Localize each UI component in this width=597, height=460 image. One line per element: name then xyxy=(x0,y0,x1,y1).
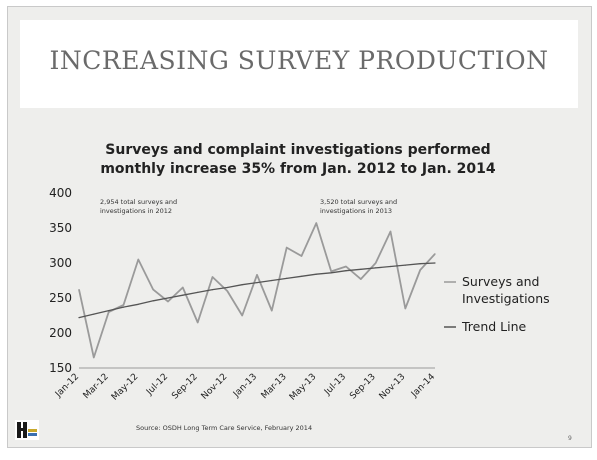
data-point xyxy=(197,291,199,293)
data-point xyxy=(389,230,392,233)
y-tick-label: 350 xyxy=(49,221,72,235)
data-point xyxy=(360,268,362,270)
data-point xyxy=(211,289,214,291)
data-point xyxy=(241,314,243,317)
x-tick-label: May-12 xyxy=(110,372,141,403)
data-point xyxy=(330,272,332,274)
data-point xyxy=(137,303,139,305)
chart: Surveys and complaint investigations per… xyxy=(49,142,550,403)
title-band: INCREASING SURVEY PRODUCTION xyxy=(20,20,578,108)
series-line-trend xyxy=(78,262,436,319)
data-point xyxy=(182,286,184,289)
y-tick-label: 400 xyxy=(49,186,72,200)
data-point xyxy=(315,222,317,224)
data-point xyxy=(152,289,154,291)
data-point xyxy=(122,304,125,306)
data-point xyxy=(330,270,332,272)
data-point xyxy=(286,247,288,249)
series-line-surveys xyxy=(78,222,436,359)
legend-label: Investigations xyxy=(462,291,550,306)
data-point xyxy=(404,264,406,266)
y-tick-label: 150 xyxy=(49,361,72,375)
data-point xyxy=(211,276,214,278)
series-layer xyxy=(78,222,436,359)
x-tick-label: Nov-13 xyxy=(378,372,408,402)
chart-title-line: monthly increase 35% from Jan. 2012 to J… xyxy=(100,161,496,177)
x-axis: Jan-12 Mar-12 May-12 Jul-12 Sep-12 Nov-12 Jan-… xyxy=(53,367,437,403)
chart-title-line: Surveys and complaint investigations per… xyxy=(105,142,490,158)
data-point xyxy=(256,274,258,276)
y-axis: 150 200 250 300 350 400 xyxy=(49,186,72,375)
data-point xyxy=(108,311,110,313)
annotation-text: investigations in 2013 xyxy=(320,207,392,215)
data-point xyxy=(271,279,273,282)
legend-label: Surveys and xyxy=(462,274,539,289)
x-tick-label: Jul-13 xyxy=(322,372,348,398)
slide: INCREASING SURVEY PRODUCTION Surveys and… xyxy=(7,6,592,448)
x-tick-label: Jan-13 xyxy=(231,372,259,400)
y-tick-label: 250 xyxy=(49,291,72,305)
data-point xyxy=(404,307,406,310)
data-point xyxy=(286,277,288,279)
x-tick-label: Sep-13 xyxy=(348,372,377,401)
data-point xyxy=(256,282,258,284)
legend: Surveys and Investigations Trend Line xyxy=(444,274,550,334)
data-point xyxy=(271,310,273,312)
x-tick-label: Jan-12 xyxy=(53,372,81,400)
data-point xyxy=(434,253,436,255)
data-point xyxy=(93,356,95,359)
organization-logo xyxy=(15,420,39,440)
x-tick-label: May-13 xyxy=(288,372,319,403)
x-tick-label: Jan-14 xyxy=(409,372,437,400)
annotation-text: 2,954 total surveys and xyxy=(100,198,177,206)
data-point xyxy=(226,290,228,292)
data-point xyxy=(122,306,125,308)
slide-title: INCREASING SURVEY PRODUCTION xyxy=(49,46,549,75)
data-point xyxy=(241,284,243,286)
data-point xyxy=(300,275,303,277)
data-point xyxy=(78,317,80,319)
data-point xyxy=(300,255,303,257)
series-group xyxy=(78,222,436,359)
annotation-text: 3,520 total surveys and xyxy=(320,198,397,206)
y-tick-label: 200 xyxy=(49,326,72,340)
data-point xyxy=(345,265,347,268)
source-note: Source: OSDH Long Term Care Service, Feb… xyxy=(136,424,313,432)
data-point xyxy=(315,273,317,275)
data-point xyxy=(389,265,392,268)
legend-label: Trend Line xyxy=(461,319,527,334)
data-point xyxy=(182,294,184,296)
x-tick-label: Mar-12 xyxy=(82,372,111,401)
data-point xyxy=(167,300,169,303)
data-point xyxy=(137,258,139,261)
data-point xyxy=(375,267,377,269)
data-point xyxy=(226,286,228,289)
page-number: 9 xyxy=(568,435,572,442)
series-group xyxy=(78,262,436,319)
x-tick-label: Nov-12 xyxy=(200,372,230,402)
chart-title: Surveys and complaint investigations per… xyxy=(100,142,496,177)
data-point xyxy=(93,313,95,315)
x-tick-label: Jul-12 xyxy=(144,372,170,398)
data-point xyxy=(167,297,169,299)
y-tick-label: 300 xyxy=(49,256,72,270)
annotation-text: investigations in 2012 xyxy=(100,207,172,215)
data-point xyxy=(108,310,110,312)
data-point xyxy=(197,321,199,324)
data-point xyxy=(434,262,436,264)
data-point xyxy=(360,278,362,280)
data-point xyxy=(419,263,421,265)
x-tick-label: Mar-13 xyxy=(260,372,289,401)
x-tick-label: Sep-12 xyxy=(170,372,199,401)
data-point xyxy=(419,269,421,271)
data-point xyxy=(375,262,377,264)
data-point xyxy=(345,270,347,272)
data-point xyxy=(152,300,154,302)
data-point xyxy=(78,289,80,291)
